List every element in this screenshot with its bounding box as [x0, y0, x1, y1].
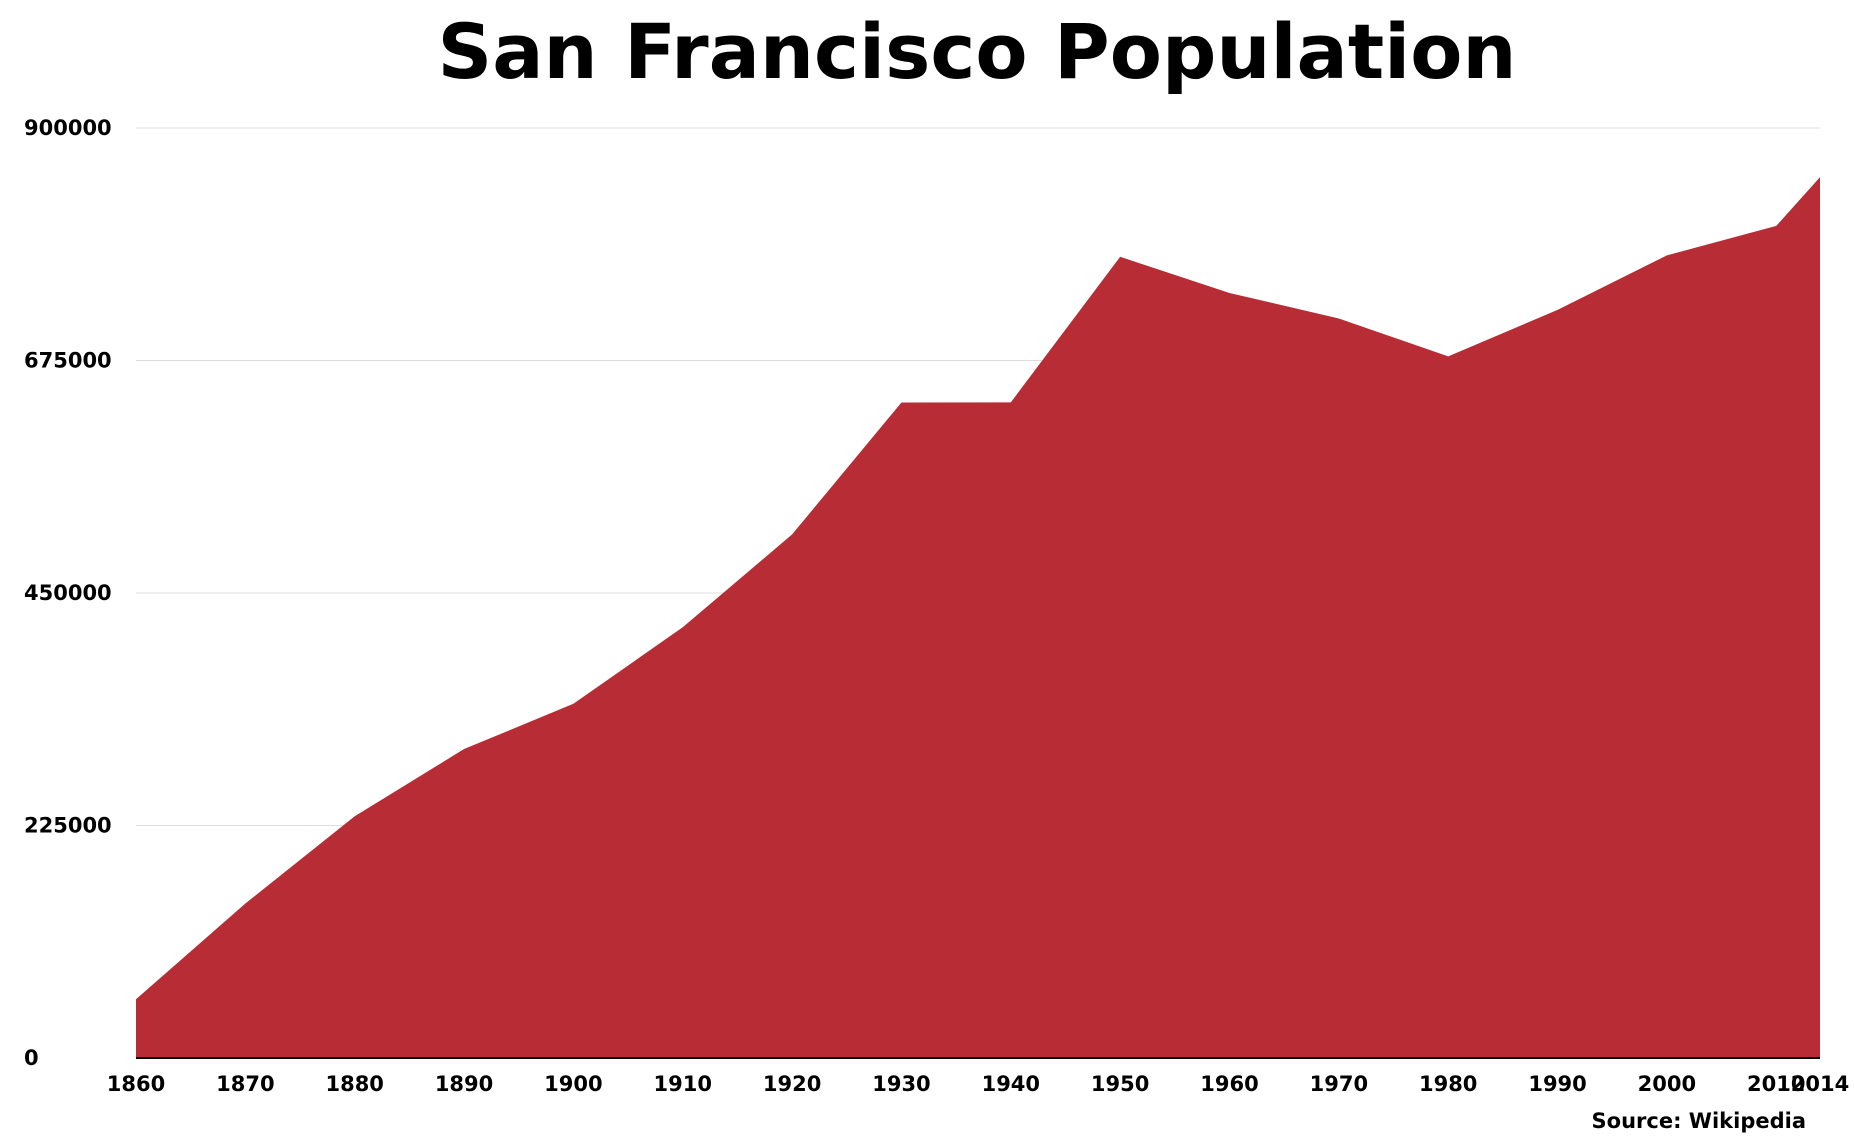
- x-tick-label: 1900: [544, 1072, 602, 1096]
- x-tick-label: 1880: [325, 1072, 383, 1096]
- y-tick-label: 675000: [24, 349, 112, 373]
- x-tick-label: 2010: [1747, 1072, 1805, 1096]
- chart-title: San Francisco Population: [437, 7, 1516, 96]
- population-area: [136, 177, 1820, 1059]
- x-tick-label: 1870: [216, 1072, 274, 1096]
- y-tick-label: 0: [24, 1046, 39, 1070]
- x-tick-label: 1980: [1419, 1072, 1477, 1096]
- y-axis-tick-labels: 0 225000 450000 675000 900000: [24, 116, 112, 1070]
- x-tick-label: 1950: [1091, 1072, 1149, 1096]
- y-tick-label: 900000: [24, 116, 112, 140]
- area-series: [136, 177, 1820, 1059]
- x-tick-label: 2014: [1791, 1072, 1849, 1096]
- x-tick-label: 1940: [982, 1072, 1040, 1096]
- x-tick-label: 1920: [763, 1072, 821, 1096]
- y-tick-label: 225000: [24, 814, 112, 838]
- x-tick-label: 1990: [1528, 1072, 1586, 1096]
- y-tick-label: 450000: [24, 581, 112, 605]
- x-tick-label: 2000: [1638, 1072, 1696, 1096]
- x-axis-tick-labels: 1860 1870 1880 1890 1900 1910 1920 1930 1940 1950…: [107, 1072, 1849, 1096]
- x-tick-label: 1860: [107, 1072, 165, 1096]
- x-tick-label: 1970: [1310, 1072, 1368, 1096]
- x-tick-label: 1890: [435, 1072, 493, 1096]
- x-tick-label: 1960: [1200, 1072, 1258, 1096]
- x-tick-label: 1930: [872, 1072, 930, 1096]
- x-tick-label: 1910: [654, 1072, 712, 1096]
- source-label: Source: Wikipedia: [1592, 1109, 1806, 1133]
